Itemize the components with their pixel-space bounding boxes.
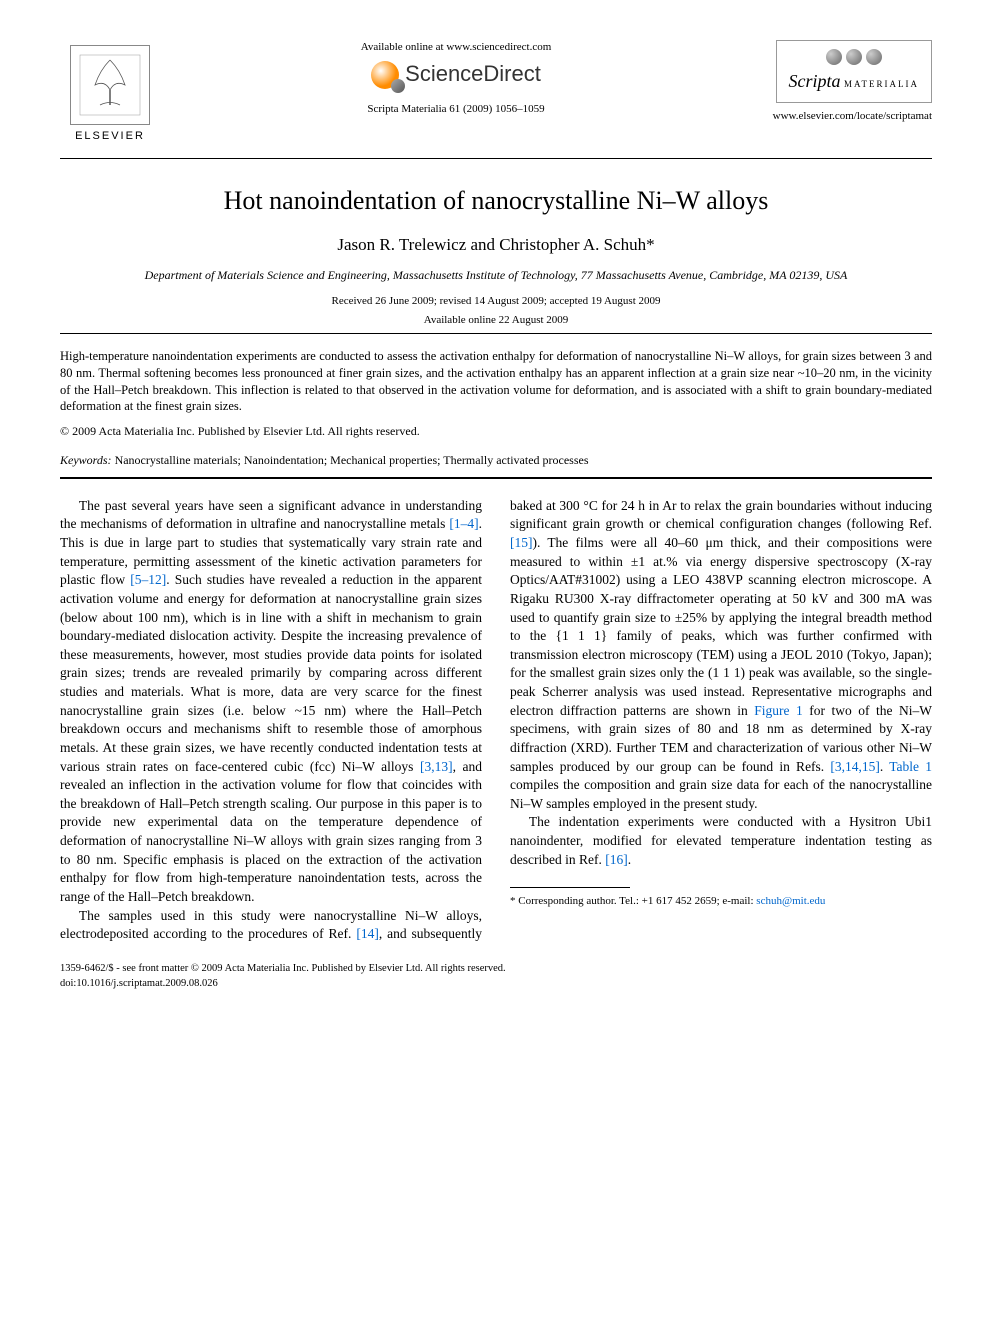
abstract: High-temperature nanoindentation experim…	[60, 348, 932, 416]
elsevier-logo: ELSEVIER	[60, 40, 160, 150]
journal-logo-box: Scripta MATERIALIA	[776, 40, 933, 103]
ref-link[interactable]: [3,13]	[420, 759, 453, 774]
journal-logo: Scripta MATERIALIA www.elsevier.com/loca…	[752, 40, 932, 125]
sciencedirect-icon	[371, 61, 399, 89]
elsevier-tree-icon	[70, 45, 150, 125]
journal-logo-subtitle: MATERIALIA	[844, 79, 919, 89]
p2-text-c: ). The films were all 40–60 μm thick, an…	[510, 535, 932, 718]
journal-logo-title: Scripta	[789, 71, 841, 91]
rule-top	[60, 158, 932, 159]
ref-link[interactable]: [14]	[356, 926, 379, 941]
doi: doi:10.1016/j.scriptamat.2009.08.026	[60, 977, 932, 992]
p3-text-b: .	[628, 852, 631, 867]
atoms-icon	[789, 49, 920, 65]
keywords-line: Keywords: Nanocrystalline materials; Nan…	[60, 452, 932, 469]
figure-link[interactable]: Figure 1	[754, 703, 803, 718]
corresponding-author-footnote: * Corresponding author. Tel.: +1 617 452…	[510, 894, 932, 908]
dates-received: Received 26 June 2009; revised 14 August…	[60, 294, 932, 309]
footnote-label: * Corresponding author. Tel.: +1 617 452…	[510, 895, 754, 907]
authors: Jason R. Trelewicz and Christopher A. Sc…	[60, 233, 932, 257]
center-header: Available online at www.sciencedirect.co…	[160, 40, 752, 118]
journal-url: www.elsevier.com/locate/scriptamat	[752, 109, 932, 124]
p3-text-a: The indentation experiments were conduct…	[510, 814, 932, 866]
ref-link[interactable]: [16]	[605, 852, 628, 867]
article-title: Hot nanoindentation of nanocrystalline N…	[60, 183, 932, 219]
citation: Scripta Materialia 61 (2009) 1056–1059	[180, 102, 732, 117]
footnote-separator	[510, 887, 630, 888]
sciencedirect-name: ScienceDirect	[405, 59, 541, 90]
author-email[interactable]: schuh@mit.edu	[756, 895, 825, 907]
available-online-text: Available online at www.sciencedirect.co…	[180, 40, 732, 55]
ref-link[interactable]: [5–12]	[130, 572, 166, 587]
p2-text-f: compiles the composition and grain size …	[510, 777, 932, 811]
keywords-label: Keywords:	[60, 453, 112, 467]
p1-text-c: . Such studies have revealed a reduction…	[60, 572, 482, 773]
table-link[interactable]: Table 1	[889, 759, 932, 774]
paragraph-1: The past several years have seen a signi…	[60, 497, 482, 907]
journal-header: ELSEVIER Available online at www.science…	[60, 40, 932, 150]
sciencedirect-logo: ScienceDirect	[180, 59, 732, 90]
p1-text-d: , and revealed an inflection in the acti…	[60, 759, 482, 904]
rule-above-abstract	[60, 333, 932, 334]
ref-link[interactable]: [3,14,15]	[830, 759, 880, 774]
keywords-text: Nanocrystalline materials; Nanoindentati…	[115, 453, 589, 467]
p1-text-a: The past several years have seen a signi…	[60, 498, 482, 532]
p2-text-e: .	[880, 759, 889, 774]
dates-available: Available online 22 August 2009	[60, 313, 932, 328]
paragraph-3: The indentation experiments were conduct…	[510, 813, 932, 869]
affiliation: Department of Materials Science and Engi…	[60, 267, 932, 284]
rule-below-keywords	[60, 477, 932, 479]
copyright: © 2009 Acta Materialia Inc. Published by…	[60, 423, 932, 440]
elsevier-name: ELSEVIER	[75, 129, 145, 144]
body-text: The past several years have seen a signi…	[60, 497, 932, 944]
ref-link[interactable]: [15]	[510, 535, 533, 550]
issn-copyright: 1359-6462/$ - see front matter © 2009 Ac…	[60, 962, 932, 977]
ref-link[interactable]: [1–4]	[449, 516, 478, 531]
